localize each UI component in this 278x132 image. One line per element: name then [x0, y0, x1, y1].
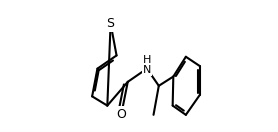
Text: O: O — [116, 108, 126, 121]
Text: S: S — [107, 17, 115, 30]
Text: N: N — [143, 65, 151, 75]
Text: H: H — [143, 55, 151, 65]
